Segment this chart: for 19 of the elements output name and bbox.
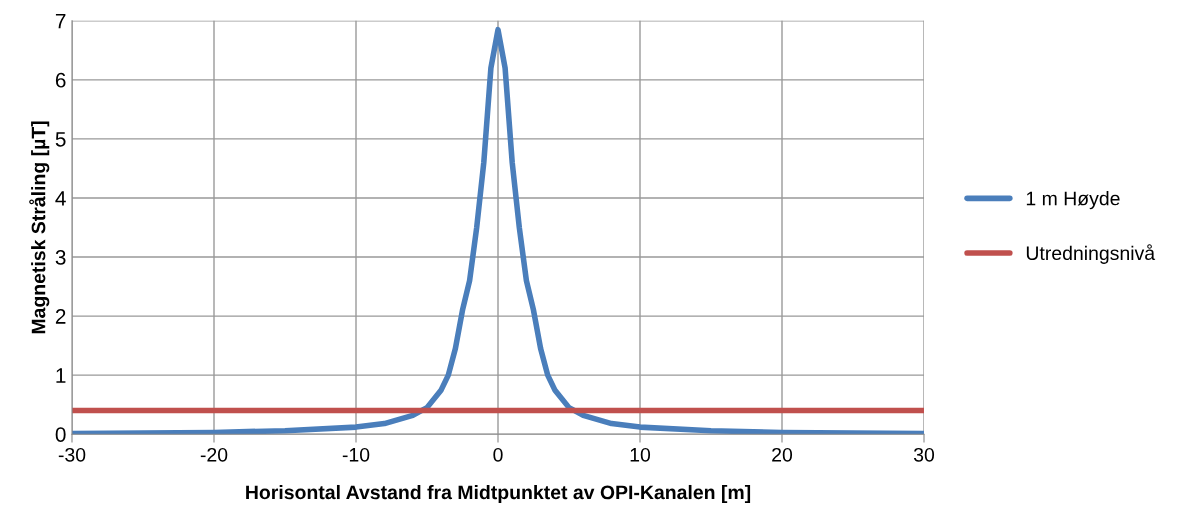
x-axis-title: Horisontal Avstand fra Midtpunktet av OPI-Kanalen [m] — [246, 484, 751, 504]
y-tick-label: 3 — [55, 250, 66, 265]
x-tick-label: 10 — [630, 447, 651, 462]
x-tick-label: 30 — [913, 447, 935, 462]
x-tick-label: -30 — [58, 447, 86, 462]
x-tick-label: -20 — [200, 447, 228, 462]
x-tick-label: 0 — [493, 447, 503, 462]
y-tick-label: 5 — [55, 132, 66, 147]
legend-label: 1 m Høyde — [1026, 191, 1120, 210]
y-tick-label: 1 — [56, 368, 66, 383]
x-tick-label: -10 — [342, 447, 370, 462]
y-axis-title: Magnetisk Stråling [µT] — [29, 121, 50, 334]
legend-label: Utredningsnivå — [1026, 244, 1156, 264]
y-tick-label: 7 — [55, 14, 66, 29]
y-tick-label: 4 — [55, 191, 66, 206]
x-tick-label: 20 — [772, 447, 793, 462]
y-tick-label: 2 — [55, 309, 66, 324]
y-tick-label: 0 — [55, 427, 66, 442]
y-tick-label: 6 — [55, 72, 66, 88]
